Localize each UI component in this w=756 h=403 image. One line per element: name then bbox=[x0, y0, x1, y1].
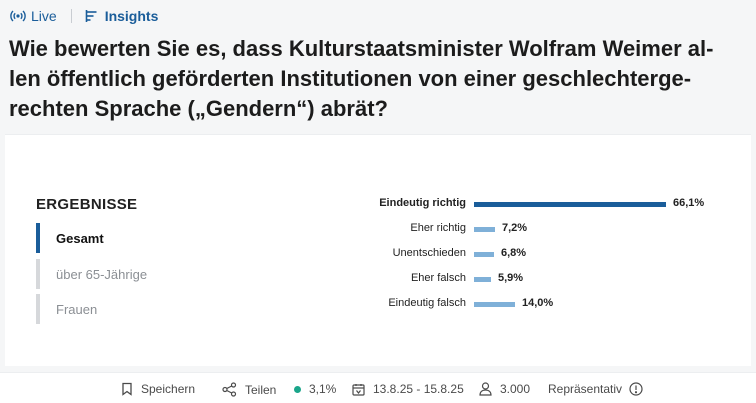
results-bar-chart: Eindeutig richtig 66,1% Eher richtig 7,2% Un… bbox=[330, 192, 740, 322]
respondent-count: 3.000 bbox=[479, 382, 530, 396]
results-panel bbox=[5, 134, 751, 366]
chart-value-label: 14,0% bbox=[522, 297, 554, 309]
chart-value-label: 7,2% bbox=[502, 222, 528, 234]
chart-row: Unentschieden 6,8% bbox=[330, 242, 740, 266]
survey-period: 13.8.25 - 15.8.25 bbox=[352, 382, 464, 396]
chart-value-label: 66,1% bbox=[673, 197, 705, 209]
save-button[interactable]: Speichern bbox=[121, 382, 195, 396]
representative-label: Repräsentativ bbox=[548, 382, 623, 396]
margin-of-error-value: 3,1% bbox=[309, 382, 337, 396]
chart-bar bbox=[474, 227, 495, 232]
share-button[interactable]: Teilen bbox=[222, 382, 276, 397]
chart-category-label: Eher falsch bbox=[410, 272, 466, 284]
survey-period-value: 13.8.25 - 15.8.25 bbox=[373, 382, 464, 396]
survey-question-line: Wie bewerten Sie es, dass Kulturstaatsmi… bbox=[9, 36, 714, 61]
calendar-icon bbox=[352, 383, 373, 396]
chart-value-label: 5,9% bbox=[498, 272, 524, 284]
chart-category-label: Unentschieden bbox=[392, 247, 466, 259]
results-heading: ERGEBNISSE bbox=[36, 196, 138, 213]
chart-row: Eindeutig richtig 66,1% bbox=[330, 192, 740, 216]
chart-category-label: Eher richtig bbox=[410, 222, 466, 234]
share-label: Teilen bbox=[245, 382, 277, 397]
survey-question-line: rechten Sprache („Gendern“) abrät? bbox=[9, 96, 388, 121]
bar-chart-icon bbox=[84, 8, 100, 24]
tab-insights[interactable]: Insights bbox=[84, 8, 159, 24]
filter-ueber-65[interactable]: über 65-Jährige bbox=[36, 259, 236, 289]
chart-category-label: Eindeutig falsch bbox=[388, 297, 466, 309]
chart-category-label: Eindeutig richtig bbox=[379, 197, 466, 209]
info-icon[interactable] bbox=[629, 382, 651, 396]
survey-question: Wie bewerten Sie es, dass Kulturstaatsmi… bbox=[9, 34, 749, 124]
filter-gesamt[interactable]: Gesamt bbox=[36, 223, 236, 253]
view-tabs: Live Insights bbox=[10, 6, 158, 26]
user-icon bbox=[479, 382, 500, 396]
footer-bar: Speichern Teilen 3,1% 13.8.25 - 15.8.25 bbox=[0, 372, 756, 403]
tab-insights-label: Insights bbox=[104, 8, 159, 24]
chart-row: Eindeutig falsch 14,0% bbox=[330, 292, 740, 316]
save-label: Speichern bbox=[141, 382, 196, 396]
chart-value-label: 6,8% bbox=[501, 247, 527, 259]
survey-question-line: len öffentlich geförderten Institutionen… bbox=[9, 66, 692, 91]
share-icon bbox=[222, 382, 245, 397]
chart-row: Eher falsch 5,9% bbox=[330, 267, 740, 291]
respondent-count-value: 3.000 bbox=[500, 382, 531, 396]
broadcast-icon bbox=[10, 8, 26, 24]
tab-live-label: Live bbox=[31, 8, 57, 24]
chart-bar bbox=[474, 202, 666, 207]
chart-bar bbox=[474, 252, 494, 257]
chart-bar bbox=[474, 277, 491, 282]
status-dot bbox=[294, 385, 301, 393]
tab-divider bbox=[70, 9, 72, 23]
margin-of-error: 3,1% bbox=[294, 382, 336, 396]
representative-info[interactable]: Repräsentativ bbox=[548, 382, 651, 396]
tab-live[interactable]: Live bbox=[10, 8, 57, 24]
chart-bar bbox=[474, 302, 515, 307]
chart-row: Eher richtig 7,2% bbox=[330, 217, 740, 241]
bookmark-icon bbox=[121, 382, 141, 396]
filter-frauen[interactable]: Frauen bbox=[36, 294, 236, 324]
